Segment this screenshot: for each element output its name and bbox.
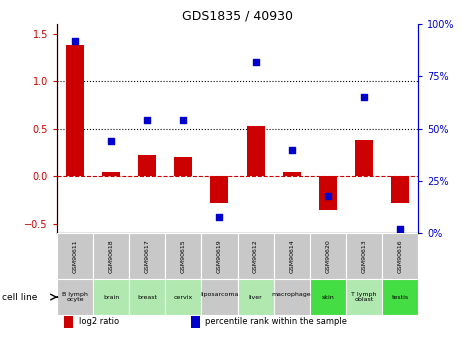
Text: GSM90613: GSM90613	[361, 239, 366, 273]
Point	[288, 147, 295, 152]
Text: B lymph
ocyte: B lymph ocyte	[62, 292, 88, 303]
Bar	[93, 234, 129, 279]
Bar	[201, 279, 238, 315]
Bar	[346, 234, 382, 279]
Text: cell line: cell line	[2, 293, 38, 302]
Text: GSM90615: GSM90615	[181, 240, 186, 273]
Text: log2 ratio: log2 ratio	[79, 317, 119, 326]
Bar	[129, 279, 165, 315]
Text: GSM90617: GSM90617	[145, 239, 150, 273]
Text: GSM90616: GSM90616	[398, 240, 402, 273]
Text: testis: testis	[391, 295, 408, 299]
Text: T lymph
oblast: T lymph oblast	[351, 292, 377, 303]
Text: liver: liver	[249, 295, 262, 299]
Bar	[355, 140, 373, 176]
Bar	[129, 234, 165, 279]
Bar	[201, 234, 238, 279]
Point	[143, 118, 151, 123]
Text: breast: breast	[137, 295, 157, 299]
Bar	[64, 316, 73, 327]
Text: GSM90618: GSM90618	[109, 240, 114, 273]
Text: GSM90614: GSM90614	[289, 239, 294, 273]
Bar	[57, 234, 93, 279]
Bar	[57, 279, 93, 315]
Bar	[210, 176, 228, 203]
Text: GSM90611: GSM90611	[73, 240, 77, 273]
Bar	[310, 279, 346, 315]
Text: macrophage: macrophage	[272, 292, 312, 303]
Bar	[283, 171, 301, 176]
Text: GSM90620: GSM90620	[325, 239, 330, 273]
Bar	[310, 234, 346, 279]
Bar	[174, 157, 192, 176]
Point	[180, 118, 187, 123]
Bar	[382, 279, 418, 315]
Bar	[66, 45, 84, 176]
Bar	[102, 171, 120, 176]
Bar	[391, 176, 409, 203]
Bar	[165, 279, 201, 315]
Point	[71, 38, 79, 44]
Bar	[274, 279, 310, 315]
Text: brain: brain	[103, 295, 119, 299]
Text: GSM90619: GSM90619	[217, 239, 222, 273]
Bar	[93, 279, 129, 315]
Bar	[190, 316, 200, 327]
Bar	[165, 234, 201, 279]
Bar	[247, 126, 265, 176]
Text: cervix: cervix	[174, 295, 193, 299]
Bar	[319, 176, 337, 210]
Bar	[382, 234, 418, 279]
Bar	[138, 156, 156, 176]
Point	[360, 95, 368, 100]
Point	[107, 139, 115, 144]
Point	[396, 227, 404, 232]
Title: GDS1835 / 40930: GDS1835 / 40930	[182, 10, 293, 23]
Bar	[346, 279, 382, 315]
Text: GSM90612: GSM90612	[253, 239, 258, 273]
Text: skin: skin	[322, 295, 334, 299]
Point	[216, 214, 223, 219]
Bar	[274, 234, 310, 279]
Bar	[238, 234, 274, 279]
Text: liposarcoma: liposarcoma	[200, 292, 238, 303]
Text: percentile rank within the sample: percentile rank within the sample	[205, 317, 347, 326]
Point	[252, 59, 259, 65]
Bar	[238, 279, 274, 315]
Point	[324, 193, 332, 198]
